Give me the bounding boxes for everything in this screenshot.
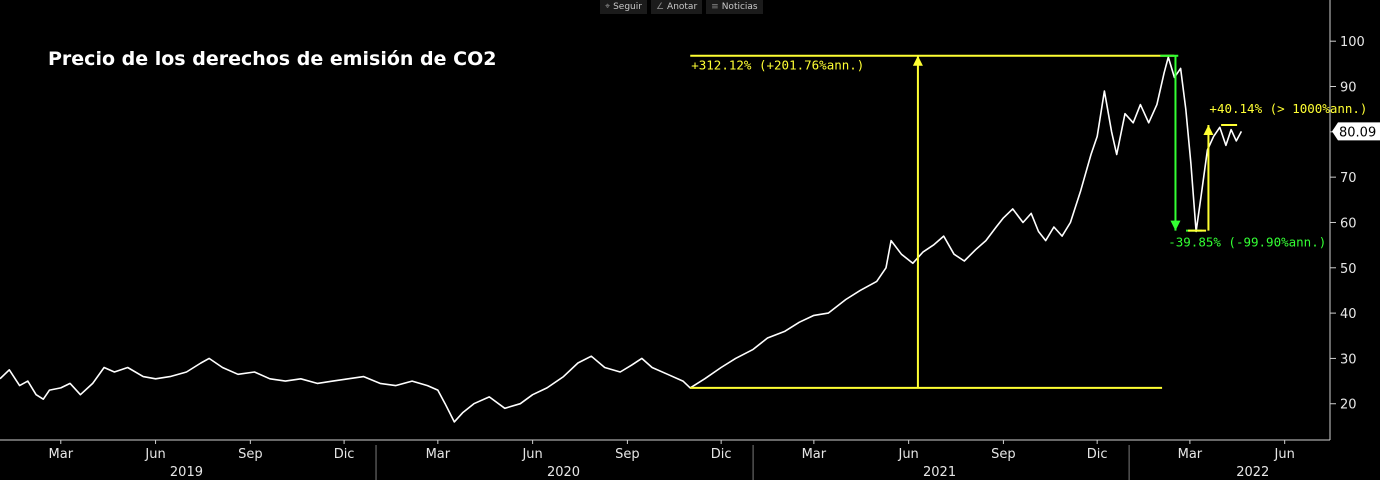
news-button-label: Noticias: [721, 2, 758, 12]
x-tick-label: Sep: [991, 447, 1016, 462]
y-tick-label: 100: [1340, 35, 1365, 50]
y-tick-label: 70: [1340, 171, 1357, 186]
annotation-arrow-head: [1170, 220, 1181, 231]
annotation-arrow-head: [912, 55, 923, 66]
x-tick-label: Jun: [144, 447, 165, 462]
y-tick-label: 90: [1340, 81, 1357, 96]
year-label: 2019: [170, 465, 203, 480]
chart-title: Precio de los derechos de emisión de CO2: [48, 48, 496, 70]
chart-toolbar: ⌖ Seguir ∠ Anotar ≡ Noticias: [600, 0, 763, 14]
y-tick-label: 50: [1340, 262, 1357, 277]
annotate-button[interactable]: ∠ Anotar: [650, 0, 703, 14]
y-tick-label: 30: [1340, 352, 1357, 367]
x-tick-label: Sep: [615, 447, 640, 462]
price-series-line: [0, 56, 1243, 423]
y-tick-label: 60: [1340, 216, 1357, 231]
follow-button-label: Seguir: [613, 2, 642, 12]
x-tick-label: Jun: [897, 447, 918, 462]
x-tick-label: Mar: [1178, 447, 1203, 462]
annotate-button-label: Anotar: [667, 2, 698, 12]
x-tick-label: Mar: [49, 447, 74, 462]
x-tick-label: Mar: [426, 447, 451, 462]
x-tick-label: Dic: [1087, 447, 1108, 462]
news-icon: ≡: [711, 2, 719, 12]
follow-button[interactable]: ⌖ Seguir: [600, 0, 647, 14]
annotation-label: -39.85% (-99.90%ann.): [1168, 235, 1326, 250]
annotation-1: -39.85% (-99.90%ann.): [1160, 54, 1326, 250]
y-tick-label: 40: [1340, 307, 1357, 322]
annotation-label: +312.12% (+201.76%ann.): [691, 58, 864, 73]
pencil-icon: ∠: [655, 2, 665, 12]
last-value-marker: 80.09: [1332, 122, 1380, 141]
plot-area: [0, 56, 1243, 423]
annotation-label: +40.14% (> 1000%ann.): [1209, 101, 1367, 116]
x-tick-label: Sep: [238, 447, 263, 462]
annotation-0: +312.12% (+201.76%ann.): [690, 54, 1175, 389]
crosshair-icon: ⌖: [605, 2, 611, 12]
year-label: 2020: [547, 465, 580, 480]
x-tick-label: Jun: [1274, 447, 1295, 462]
last-value-label: 80.09: [1339, 125, 1376, 140]
annotation-arrow-head: [1203, 125, 1214, 136]
x-tick-label: Dic: [711, 447, 732, 462]
annotation-2: +40.14% (> 1000%ann.): [1188, 101, 1367, 232]
x-tick-label: Dic: [334, 447, 355, 462]
last-value-badge: [1332, 122, 1380, 141]
year-label: 2022: [1236, 465, 1269, 480]
annotations: +312.12% (+201.76%ann.) -39.85% (-99.90%a…: [690, 54, 1367, 389]
year-label: 2021: [923, 465, 956, 480]
x-tick-label: Jun: [521, 447, 542, 462]
x-tick-label: Mar: [802, 447, 827, 462]
news-button[interactable]: ≡ Noticias: [706, 0, 763, 14]
y-tick-label: 20: [1340, 398, 1357, 413]
